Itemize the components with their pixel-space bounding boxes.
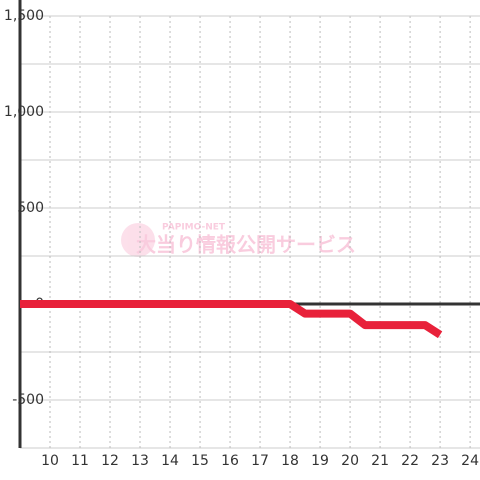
x-tick-label: 21: [371, 453, 389, 469]
x-tick-label: 24: [461, 453, 479, 469]
x-tick-label: 12: [101, 453, 119, 469]
x-tick-label: 22: [401, 453, 419, 469]
x-tick-label: 10: [41, 453, 59, 469]
watermark-logo: [121, 223, 155, 257]
x-tick-label: 11: [71, 453, 89, 469]
watermark-text: 大当り情報公開サービス: [136, 233, 356, 257]
x-tick-label: 16: [221, 453, 239, 469]
y-tick-label: 500: [17, 200, 44, 216]
data-line: [20, 300, 443, 339]
x-tick-label: 20: [341, 453, 359, 469]
x-tick-label: 18: [281, 453, 299, 469]
y-tick-label: 1,500: [4, 8, 44, 24]
y-tick-label: -500: [12, 392, 44, 408]
watermark-brand: PAPIMO-NET: [162, 223, 226, 233]
x-tick-label: 19: [311, 453, 329, 469]
x-tick-label: 17: [251, 453, 269, 469]
watermark: PAPIMO-NET 大当り情報公開サービス: [121, 223, 356, 257]
x-tick-label: 13: [131, 453, 149, 469]
x-tick-label: 23: [431, 453, 449, 469]
x-tick-label: 14: [161, 453, 179, 469]
y-tick-label: 1,000: [4, 104, 44, 120]
x-tick-label: 15: [191, 453, 209, 469]
plot: -50005001,0001,5001011121314151617181920…: [4, 0, 480, 469]
